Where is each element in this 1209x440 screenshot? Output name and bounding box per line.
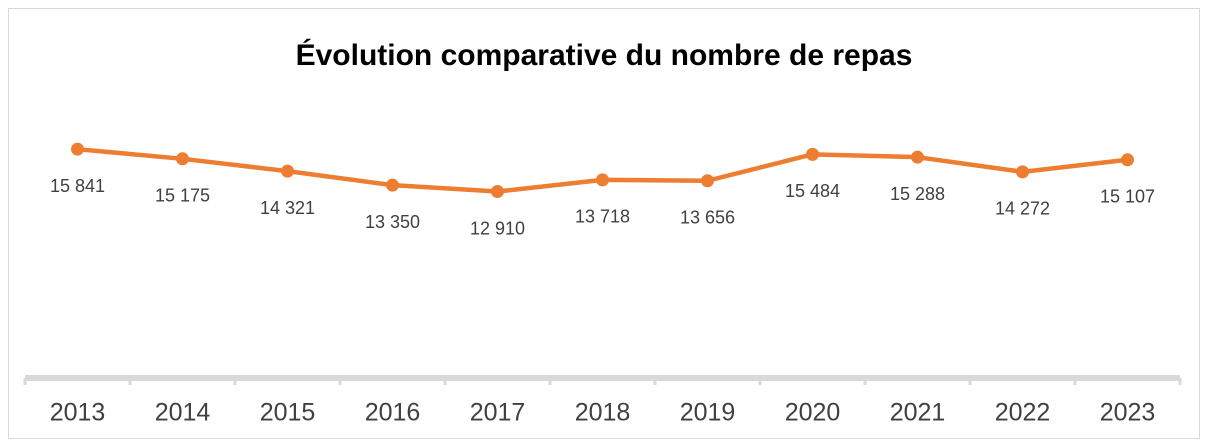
data-label: 15 841 — [50, 176, 105, 196]
x-tick-label: 2022 — [995, 399, 1051, 427]
x-tick-label: 2020 — [785, 399, 841, 427]
x-tick-label: 2013 — [50, 399, 106, 427]
chart-frame — [8, 8, 1200, 439]
data-label: 14 272 — [995, 199, 1050, 219]
x-tick-label: 2021 — [890, 399, 946, 427]
data-point — [1016, 165, 1029, 179]
x-tick-label: 2017 — [470, 399, 526, 427]
x-tick-label: 2018 — [575, 399, 631, 427]
data-label: 15 288 — [890, 184, 945, 204]
x-tick-label: 2014 — [155, 399, 211, 427]
data-label: 15 175 — [155, 186, 210, 206]
data-point — [281, 164, 294, 178]
x-tick-label: 2016 — [365, 399, 421, 427]
data-point — [911, 150, 924, 164]
data-point — [701, 174, 714, 188]
data-label: 14 321 — [260, 198, 315, 218]
x-tick-label: 2015 — [260, 399, 316, 427]
data-label: 13 656 — [680, 207, 735, 227]
data-point — [596, 173, 609, 187]
x-tick-label: 2023 — [1100, 399, 1156, 427]
data-point — [491, 185, 504, 199]
data-label: 13 350 — [365, 212, 420, 232]
data-point — [1121, 153, 1134, 167]
data-point — [71, 142, 84, 156]
data-label: 12 910 — [470, 218, 525, 238]
data-label: 13 718 — [575, 207, 630, 227]
data-label: 15 484 — [785, 181, 840, 201]
x-tick-label: 2019 — [680, 399, 736, 427]
data-point — [806, 147, 819, 161]
data-label: 15 107 — [1100, 187, 1155, 207]
chart-title: Évolution comparative du nombre de repas — [296, 38, 913, 72]
data-point — [386, 178, 399, 192]
data-point — [176, 152, 189, 166]
